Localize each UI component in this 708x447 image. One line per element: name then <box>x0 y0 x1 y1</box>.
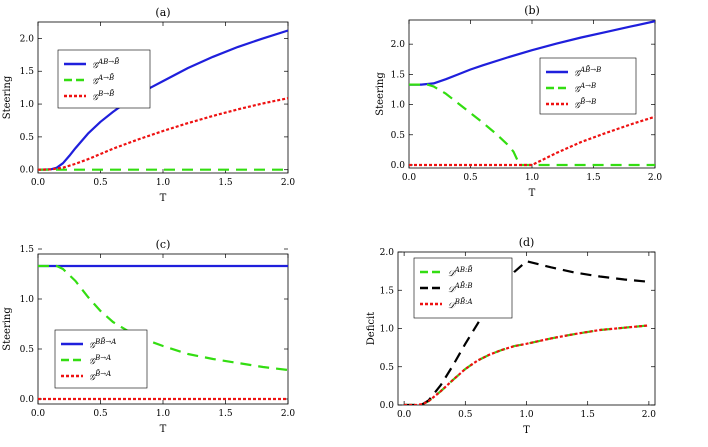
x-tick-label: 1.5 <box>218 409 233 419</box>
x-tick-label: 1.5 <box>218 178 233 188</box>
x-tick-label: 1.0 <box>525 173 540 183</box>
panel-d: (d) 0.0 0.5 1.0 1.5 2.0 0.0 0.5 1.0 1.5 2.0 T Defici… <box>366 236 656 436</box>
y-tick-label: 1.5 <box>20 67 35 77</box>
x-tick-label: 0.0 <box>402 173 417 183</box>
legend-entry-label: 𝒟AB̄:B <box>448 281 473 295</box>
y-axis-label: Deficit <box>366 312 377 345</box>
y-tick-label: 1.0 <box>20 100 35 110</box>
y-tick-label: 0.5 <box>391 131 406 141</box>
x-axis-label: T <box>160 424 167 435</box>
y-tick-label: 0.0 <box>391 161 406 171</box>
y-tick-label: 2.0 <box>20 34 35 44</box>
x-tick-label: 2.0 <box>648 173 663 183</box>
y-tick-label: 0.5 <box>380 363 395 373</box>
panel-a: (a) 0.0 0.5 1.0 1.5 2.0 0.0 0.5 1.0 1.5 2.0 T Steeri… <box>2 6 295 204</box>
y-tick-label: 1.5 <box>391 70 406 80</box>
y-axis-label: Steering <box>375 72 386 116</box>
x-axis-label: T <box>160 193 167 204</box>
panel-title: (a) <box>155 6 170 19</box>
x-tick-label: 2.0 <box>642 410 657 420</box>
panel-title: (c) <box>156 238 171 251</box>
legend-entry-label: 𝒢BB̄→A <box>89 337 116 351</box>
panel-title: (d) <box>519 236 535 249</box>
legend-entry-label: 𝒟BB̄:A <box>448 297 473 311</box>
legend-entry-label: 𝒢B̄→A <box>89 369 111 383</box>
x-tick-label: 0.5 <box>458 410 473 420</box>
series-line-0 <box>409 20 655 86</box>
x-tick-label: 1.0 <box>156 178 171 188</box>
x-tick-label: 2.0 <box>281 409 296 419</box>
y-axis-label: Steering <box>2 75 13 119</box>
series-line-2 <box>404 324 650 405</box>
x-tick-label: 1.5 <box>586 173 601 183</box>
x-tick-label: 1.0 <box>519 410 534 420</box>
x-axis-label: T <box>523 425 530 436</box>
x-tick-label: 0.5 <box>93 409 108 419</box>
x-tick-label: 1.5 <box>581 410 596 420</box>
x-axis-label: T <box>529 188 536 199</box>
y-tick-label: 0.5 <box>20 133 35 143</box>
legend-entry-label: 𝒢B̄→B <box>574 97 596 111</box>
x-tick-label: 0.0 <box>31 178 46 188</box>
legend-entry-label: 𝒟AB:B̄ <box>448 265 473 279</box>
y-tick-label: 0.0 <box>380 401 395 411</box>
series-line-2 <box>38 97 288 171</box>
series-line-2 <box>409 115 655 167</box>
y-tick-label: 1.5 <box>20 245 35 255</box>
legend-entry-label: 𝒢B→A <box>89 354 111 367</box>
legend-entry-label: 𝒢AB̄→B <box>574 65 601 79</box>
x-tick-label: 0.0 <box>397 410 412 420</box>
y-tick-label: 2.0 <box>391 40 406 50</box>
legend-entry-label: 𝒢AB→B̄ <box>92 57 119 71</box>
panel-c: (c) 0.0 0.5 1.0 1.5 2.0 0.0 0.5 1.0 1.5 T Steering 𝒢… <box>2 238 295 435</box>
y-tick-label: 1.5 <box>380 286 395 296</box>
legend-box <box>54 329 148 389</box>
x-tick-label: 2.0 <box>281 178 296 188</box>
x-tick-label: 1.0 <box>156 409 171 419</box>
legend-entry-label: 𝒢B→B̄ <box>92 89 114 103</box>
legend-box <box>413 257 513 319</box>
panel-title: (b) <box>524 4 540 17</box>
y-axis-label: Steering <box>2 307 13 351</box>
y-tick-label: 1.0 <box>391 101 406 111</box>
series-line-1 <box>404 260 650 405</box>
x-tick-label: 0.5 <box>93 178 108 188</box>
series-line-0 <box>404 324 650 405</box>
x-tick-label: 0.5 <box>463 173 478 183</box>
y-tick-label: 2.0 <box>380 248 395 258</box>
legend-box <box>57 49 151 109</box>
y-tick-label: 1.0 <box>380 325 395 335</box>
legend-entry-label: 𝒢A→B <box>574 82 596 95</box>
y-tick-label: 0.5 <box>20 345 35 355</box>
panel-b: (b) 0.0 0.5 1.0 1.5 2.0 0.0 0.5 1.0 1.5 2.0 T Steeri… <box>375 4 662 199</box>
y-tick-label: 0.0 <box>20 166 35 176</box>
y-tick-label: 0.0 <box>20 395 35 405</box>
legend-entry-label: 𝒢A→B̄ <box>92 73 114 87</box>
x-tick-label: 0.0 <box>31 409 46 419</box>
series-line-1 <box>38 264 288 372</box>
y-tick-label: 1.0 <box>20 295 35 305</box>
